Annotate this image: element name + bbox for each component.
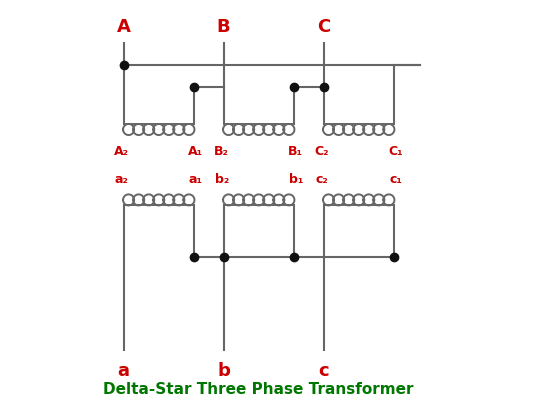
Text: C: C (317, 18, 330, 36)
Text: a: a (117, 361, 130, 379)
Text: b₁: b₁ (288, 173, 303, 186)
Text: c₂: c₂ (315, 173, 328, 186)
Text: B₁: B₁ (288, 145, 303, 158)
Text: C₂: C₂ (315, 145, 329, 158)
Text: C₁: C₁ (389, 145, 403, 158)
Text: A₁: A₁ (188, 145, 203, 158)
Text: b: b (217, 361, 230, 379)
Text: c₁: c₁ (389, 173, 402, 186)
Text: A₂: A₂ (114, 145, 129, 158)
Text: B: B (217, 18, 230, 36)
Text: Delta-Star Three Phase Transformer: Delta-Star Three Phase Transformer (103, 381, 414, 396)
Text: b₂: b₂ (214, 173, 229, 186)
Text: a₂: a₂ (115, 173, 129, 186)
Text: B₂: B₂ (214, 145, 229, 158)
Text: A: A (117, 18, 131, 36)
Text: c: c (318, 361, 329, 379)
Text: a₁: a₁ (189, 173, 203, 186)
